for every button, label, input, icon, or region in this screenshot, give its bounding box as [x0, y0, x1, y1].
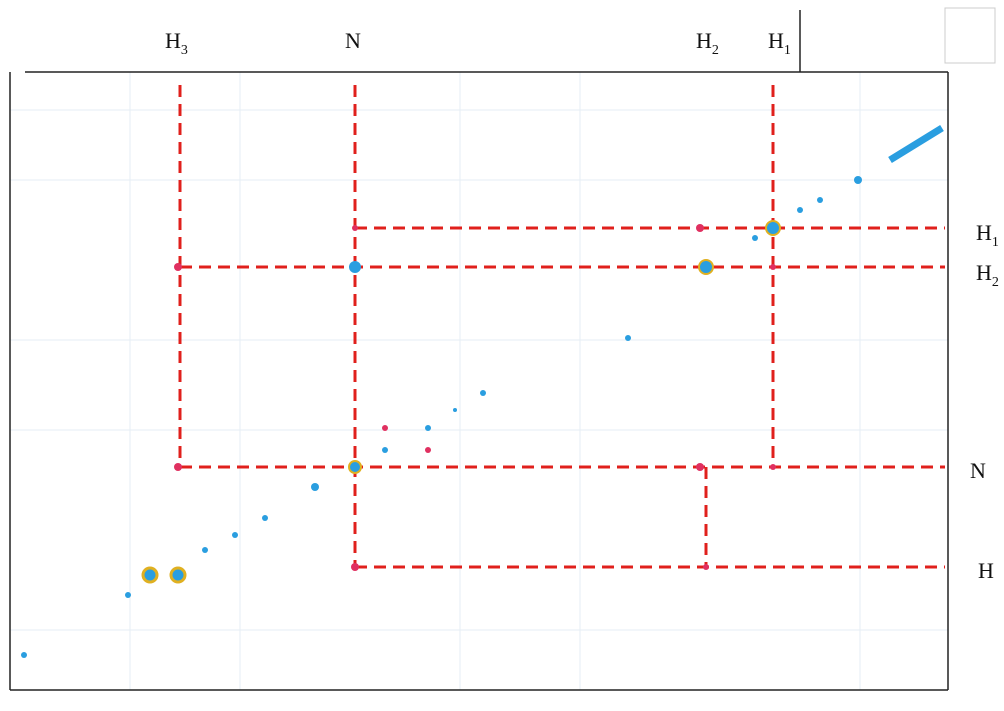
- grid: [10, 72, 948, 690]
- right-labels: H1 H2 N H: [970, 220, 999, 583]
- peak-label: H3: [165, 28, 188, 58]
- peak-label: H2: [976, 260, 999, 290]
- top-labels: H3 N H2 H1: [165, 28, 791, 58]
- axes: [9, 7, 996, 691]
- thumbnail: [944, 7, 996, 64]
- peak-label: H1: [976, 220, 999, 250]
- peak-label: N: [970, 458, 986, 483]
- peak-label: H1: [768, 28, 791, 58]
- cross-peaks: [174, 224, 776, 571]
- peak-label: H2: [696, 28, 719, 58]
- dashed-connectors: [178, 85, 945, 569]
- diagonal-peaks: [21, 125, 944, 658]
- peak-label: H: [978, 558, 994, 583]
- peak-label: N: [345, 28, 361, 53]
